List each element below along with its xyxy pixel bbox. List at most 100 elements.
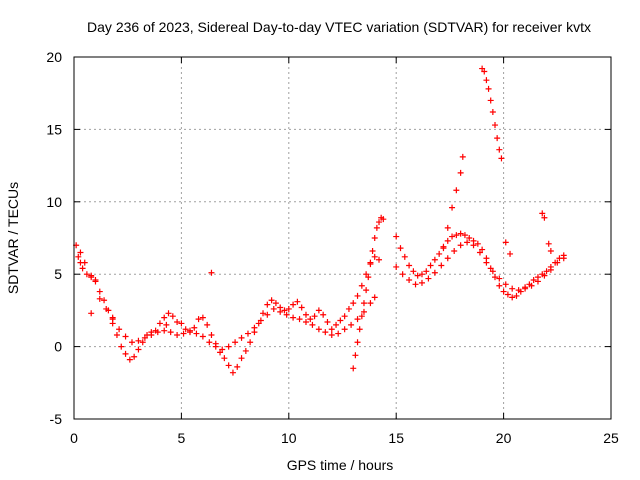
data-point [554, 259, 561, 266]
data-point [296, 316, 303, 323]
data-point [436, 250, 443, 257]
plot-frame [73, 56, 612, 420]
data-point [283, 311, 290, 318]
data-point [449, 233, 456, 240]
data-point [410, 268, 417, 275]
data-point [165, 310, 172, 317]
data-point [193, 330, 200, 337]
data-point [496, 146, 503, 153]
data-point [328, 332, 335, 339]
data-point [393, 263, 400, 270]
data-point [96, 295, 103, 302]
data-point [425, 275, 432, 282]
data-point [161, 327, 168, 334]
data-point [464, 239, 471, 246]
data-point [492, 274, 499, 281]
data-point [225, 343, 232, 350]
data-point [281, 307, 288, 314]
data-point [427, 262, 434, 269]
data-point [560, 255, 567, 262]
data-point [360, 300, 367, 307]
data-point [543, 268, 550, 275]
data-point [345, 305, 352, 312]
data-point [333, 321, 340, 328]
data-point [260, 310, 267, 317]
data-point [457, 242, 464, 249]
data-point [401, 253, 408, 260]
data-point [83, 271, 90, 278]
series-upper-rise-17-18h [440, 153, 466, 252]
data-point [272, 300, 279, 307]
data-point [547, 266, 554, 273]
data-point [406, 262, 413, 269]
data-point [376, 219, 383, 226]
data-point [264, 301, 271, 308]
y-tick-label: 5 [54, 266, 62, 282]
data-point [180, 330, 187, 337]
data-point [354, 292, 361, 299]
data-point [229, 369, 236, 376]
data-point [204, 321, 211, 328]
data-point [360, 308, 367, 315]
data-point [444, 224, 451, 231]
data-point [354, 339, 361, 346]
data-point [354, 316, 361, 323]
data-point [178, 320, 185, 327]
data-point [294, 298, 301, 305]
data-point [315, 326, 322, 333]
data-point [322, 329, 329, 336]
data-point [461, 232, 468, 239]
data-point [244, 330, 251, 337]
data-point [122, 333, 129, 340]
data-point [476, 249, 483, 256]
axis-ticks [73, 56, 612, 420]
data-point [489, 109, 496, 116]
data-point [182, 326, 189, 333]
data-point [195, 316, 202, 323]
data-point [348, 321, 355, 328]
data-point [444, 255, 451, 262]
data-point [206, 339, 213, 346]
data-point [191, 324, 198, 331]
series-isolated-points [88, 210, 554, 328]
data-point [412, 281, 419, 288]
data-point [438, 262, 445, 269]
data-point [414, 272, 421, 279]
data-point [534, 278, 541, 285]
data-point [335, 330, 342, 337]
x-tick-label: 25 [603, 430, 619, 446]
data-point [219, 346, 226, 353]
data-point [298, 304, 305, 311]
data-point [341, 313, 348, 320]
data-point [539, 210, 546, 217]
y-tick-label: 15 [46, 121, 62, 137]
data-point [315, 307, 322, 314]
data-point [489, 268, 496, 275]
data-point [79, 265, 86, 272]
data-point [131, 353, 138, 360]
x-tick-label: 10 [281, 430, 297, 446]
data-point [522, 285, 529, 292]
data-point [161, 314, 168, 321]
data-point [367, 261, 374, 268]
x-tick-label: 15 [388, 430, 404, 446]
data-point [356, 326, 363, 333]
data-point [126, 356, 133, 363]
data-point [141, 334, 148, 341]
data-point [406, 276, 413, 283]
data-point [148, 332, 155, 339]
data-point [88, 272, 95, 279]
data-point [492, 122, 499, 129]
data-point [423, 268, 430, 275]
data-point [367, 300, 374, 307]
data-point [212, 343, 219, 350]
series-lower-secondary-trace [77, 249, 378, 353]
y-tick-label: 20 [46, 49, 62, 65]
data-point [498, 155, 505, 162]
data-point [118, 343, 125, 350]
data-point [88, 310, 95, 317]
x-tick-label: 20 [496, 430, 512, 446]
data-point [234, 363, 241, 370]
data-point [109, 314, 116, 321]
